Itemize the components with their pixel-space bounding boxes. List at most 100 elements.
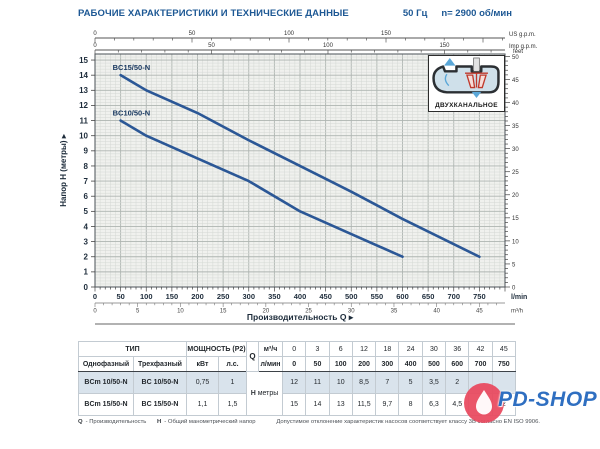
volute-body [432, 65, 500, 94]
table-cell: 750 [491, 356, 516, 372]
lmin-tick-label: 200 [191, 292, 204, 301]
table-cell: 2 [491, 393, 516, 416]
y-axis-title: Напор Н (метры) ▸ [59, 133, 68, 207]
m3h-tick-label: 5 [136, 309, 140, 315]
meters-tick-label: 15 [79, 56, 88, 65]
meters-tick-label: 9 [84, 147, 89, 156]
flow-path [444, 73, 450, 87]
table-cell: 45 [491, 341, 516, 357]
lmin-tick-label: 150 [166, 292, 179, 301]
pump-cross-section-icon [432, 57, 500, 99]
table-cell: 6,3 [421, 393, 447, 416]
meters-tick-label: 0 [84, 283, 89, 292]
m3h-tick-label: 35 [391, 309, 398, 315]
m3h-unit-label: m³/h [511, 309, 523, 315]
impgpm-unit-label: Imp g.p.m. [509, 44, 538, 50]
lmin-tick-label: 50 [116, 292, 124, 301]
impgpm-tick-label: 0 [93, 43, 97, 49]
hp-header: л.с. [218, 356, 247, 372]
speed-label: n= 2900 об/мин [441, 8, 512, 19]
table-cell: 100 [328, 356, 353, 372]
table-cell [468, 371, 493, 394]
lmin-tick-label: 0 [93, 292, 97, 301]
table-cell: 30 [421, 341, 447, 357]
table-cell: 3,5 [421, 371, 447, 394]
table-cell: 24 [398, 341, 423, 357]
flow-in-arrow-icon [444, 57, 456, 66]
single-phase-header: Однофазный [78, 356, 134, 372]
impeller-inset: ДВУХКАНАЛЬНОЕ [428, 55, 505, 112]
m3h-tick-label: 15 [220, 309, 227, 315]
table-cell: 700 [468, 356, 493, 372]
table-cell: 7 [375, 371, 400, 394]
impgpm-tick-label: 50 [208, 43, 215, 49]
lmin-tick-label: 350 [268, 292, 281, 301]
table-cell: 5 [398, 371, 423, 394]
table-cell: 18 [375, 341, 400, 357]
header: РАБОЧИЕ ХАРАКТЕРИСТИКИ И ТЕХНИЧЕСКИЕ ДАН… [78, 8, 512, 19]
table-cell: 50 [305, 356, 330, 372]
tolerance-note: Допустимое отклонение характеристик насо… [276, 419, 540, 425]
lmin-tick-label: 500 [345, 292, 358, 301]
table-cell: 11,5 [351, 393, 377, 416]
table-cell: 300 [375, 356, 400, 372]
feet-tick-label: 50 [512, 55, 519, 61]
table-cell [491, 371, 516, 394]
three-phase-header: Трехфазный [133, 356, 187, 372]
feet-tick-label: 10 [512, 239, 519, 245]
table-cell: 2 [445, 371, 470, 394]
impgpm-tick-label: 100 [323, 43, 334, 49]
lmin-tick-label: 600 [396, 292, 409, 301]
legend-note: Q- Производительность Н- Общий манометри… [78, 419, 256, 425]
meters-tick-label: 10 [79, 132, 88, 141]
meters-tick-label: 11 [80, 116, 89, 125]
meters-tick-label: 3 [84, 237, 89, 246]
lmin-tick-label: 650 [422, 292, 435, 301]
head-unit-cell: Н метры [246, 371, 283, 416]
meters-tick-label: 6 [84, 192, 89, 201]
power-hp: 1 [218, 371, 247, 394]
table-cell: 0 [281, 341, 307, 357]
frequency-label: 50 Гц [402, 8, 428, 19]
lmin-unit-label: l/min [511, 294, 527, 301]
table-cell: 500 [421, 356, 447, 372]
table-cell: 9,7 [375, 393, 400, 416]
table-row: BCm 15/50-N BC 15/50-N 1,1 1,5 15 14 13 11,… [78, 393, 516, 416]
m3h-tick-label: 20 [262, 309, 269, 315]
table-header-lmin-row: Однофазный Трехфазный кВт л.с. л/мин 0 50… [78, 356, 516, 372]
power-kw: 1,1 [186, 393, 219, 416]
m3h-unit: м³/ч [258, 341, 283, 357]
table-cell: 12 [351, 341, 377, 357]
lmin-tick-label: 250 [217, 292, 230, 301]
feet-tick-label: 5 [512, 262, 516, 268]
table-cell: 10 [328, 371, 353, 394]
meters-tick-label: 14 [79, 71, 88, 80]
feet-tick-label: 0 [512, 285, 516, 291]
meters-tick-label: 7 [84, 177, 89, 186]
table-cell: 14 [305, 393, 330, 416]
curve-BC10/50-N [119, 119, 404, 259]
lmin-tick-label: 750 [473, 292, 486, 301]
table-cell: 600 [445, 356, 470, 372]
meters-tick-label: 8 [84, 162, 89, 171]
meters-tick-label: 2 [84, 253, 89, 262]
model-single-phase: BCm 10/50-N [78, 371, 134, 394]
feet-tick-label: 40 [512, 101, 519, 107]
m3h-tick-label: 45 [476, 309, 483, 315]
table-cell: 15 [281, 393, 307, 416]
curve-BC15/50-N [119, 73, 481, 259]
feet-unit-label: feet [513, 49, 523, 55]
table-cell: 3 [305, 341, 330, 357]
table-header-m3h-row: ТИП МОЩНОСТЬ (P2) Q м³/ч 0 3 6 12 18 24 30 36 42… [78, 341, 516, 372]
q-header: Q [246, 341, 259, 372]
m3h-tick-label: 10 [177, 309, 184, 315]
usgpm-tick-label: 50 [189, 31, 196, 37]
table-cell: 36 [445, 341, 470, 357]
lmin-unit: л/мин [258, 356, 283, 372]
lmin-tick-label: 400 [294, 292, 307, 301]
lmin-tick-label: 700 [447, 292, 460, 301]
feet-tick-label: 15 [512, 216, 519, 222]
type-header: ТИП [78, 341, 187, 357]
table-cell: 42 [468, 341, 493, 357]
meters-tick-label: 13 [79, 86, 88, 95]
